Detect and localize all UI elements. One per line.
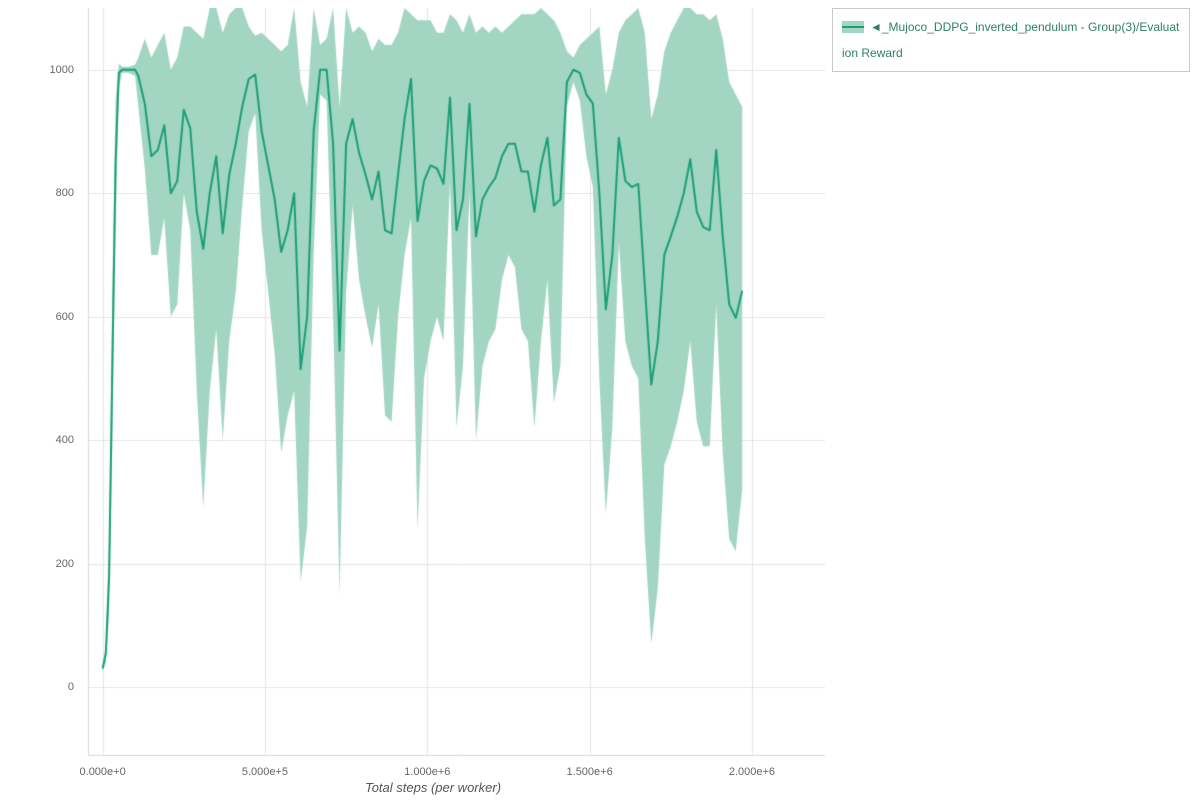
y-tick-label: 0 xyxy=(67,681,74,694)
x-tick-label: 1.000e+6 xyxy=(404,766,451,778)
legend-item[interactable]: ◄_Mujoco_DDPG_inverted_pendulum - Group(… xyxy=(832,8,1190,72)
x-tick-label: 5.000e+5 xyxy=(241,766,289,778)
x-tick-label: 0.000e+0 xyxy=(79,766,126,778)
series-line-icon xyxy=(842,26,864,28)
legend-label: ◄_Mujoco_DDPG_inverted_pendulum - Group(… xyxy=(842,20,1180,60)
y-tick-label: 600 xyxy=(55,310,74,323)
series-swatch-icon xyxy=(842,21,864,33)
x-axis-title: Total steps (per worker) xyxy=(364,780,502,795)
y-tick-label: 200 xyxy=(55,557,74,570)
y-tick-label: 1000 xyxy=(49,63,74,76)
x-tick-label: 1.500e+6 xyxy=(566,766,613,778)
y-tick-label: 800 xyxy=(55,187,74,200)
x-tick-label: 2.000e+6 xyxy=(728,766,776,778)
y-tick-label: 400 xyxy=(55,434,74,447)
